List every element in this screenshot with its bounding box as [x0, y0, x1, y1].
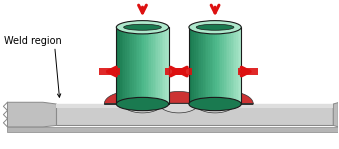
Bar: [229, 27, 231, 104]
Bar: [146, 27, 148, 104]
Bar: [219, 27, 220, 104]
Bar: [208, 27, 210, 104]
Bar: [127, 27, 128, 104]
Bar: [144, 27, 146, 104]
Bar: [189, 68, 241, 75]
Bar: [225, 27, 227, 104]
Bar: [217, 27, 219, 104]
Ellipse shape: [116, 97, 169, 111]
Bar: [149, 27, 151, 104]
Bar: [148, 27, 149, 104]
Bar: [118, 27, 120, 104]
Bar: [156, 27, 158, 104]
Bar: [151, 27, 153, 104]
Polygon shape: [112, 100, 245, 104]
Bar: [165, 27, 167, 104]
Polygon shape: [159, 103, 199, 113]
Bar: [142, 27, 144, 104]
Bar: [215, 27, 217, 104]
Ellipse shape: [189, 21, 241, 34]
Bar: [99, 68, 120, 75]
Bar: [137, 27, 139, 104]
Bar: [198, 27, 199, 104]
Bar: [134, 27, 136, 104]
Ellipse shape: [189, 97, 241, 111]
Bar: [236, 27, 238, 104]
Bar: [189, 27, 191, 104]
Ellipse shape: [124, 24, 161, 30]
Ellipse shape: [116, 21, 169, 34]
Polygon shape: [203, 91, 253, 104]
Bar: [193, 27, 194, 104]
Bar: [167, 27, 169, 104]
Bar: [153, 27, 155, 104]
Bar: [224, 27, 225, 104]
Bar: [220, 27, 222, 104]
Bar: [238, 68, 258, 75]
Bar: [116, 27, 118, 104]
Bar: [122, 27, 123, 104]
Bar: [172, 68, 192, 75]
Bar: [123, 27, 125, 104]
Polygon shape: [56, 104, 333, 108]
Bar: [233, 27, 234, 104]
Bar: [130, 27, 132, 104]
Bar: [213, 27, 215, 104]
Bar: [206, 27, 208, 104]
Polygon shape: [154, 91, 204, 104]
Polygon shape: [56, 104, 333, 125]
Bar: [238, 27, 239, 104]
Bar: [212, 27, 213, 104]
Bar: [163, 27, 165, 104]
Bar: [136, 27, 137, 104]
Bar: [227, 27, 229, 104]
Bar: [196, 27, 198, 104]
Bar: [125, 27, 127, 104]
Bar: [116, 68, 169, 75]
Bar: [239, 27, 241, 104]
Bar: [205, 27, 206, 104]
Bar: [116, 27, 169, 104]
Bar: [210, 27, 212, 104]
Bar: [162, 27, 163, 104]
Polygon shape: [7, 102, 56, 127]
Bar: [189, 27, 241, 104]
Text: Weld region: Weld region: [4, 36, 62, 46]
Bar: [199, 27, 201, 104]
Polygon shape: [104, 91, 155, 104]
Bar: [194, 27, 196, 104]
Bar: [165, 68, 185, 75]
Bar: [132, 27, 134, 104]
Bar: [191, 27, 193, 104]
Bar: [158, 27, 160, 104]
Bar: [128, 27, 130, 104]
Polygon shape: [195, 103, 235, 113]
Bar: [160, 27, 162, 104]
Ellipse shape: [196, 24, 234, 30]
Polygon shape: [123, 103, 162, 113]
Bar: [234, 27, 236, 104]
Bar: [222, 27, 224, 104]
Bar: [141, 27, 142, 104]
Polygon shape: [333, 103, 338, 127]
Bar: [231, 27, 233, 104]
Polygon shape: [7, 127, 338, 132]
Bar: [120, 27, 122, 104]
Bar: [203, 27, 205, 104]
Bar: [139, 27, 141, 104]
Bar: [201, 27, 203, 104]
Bar: [155, 27, 156, 104]
